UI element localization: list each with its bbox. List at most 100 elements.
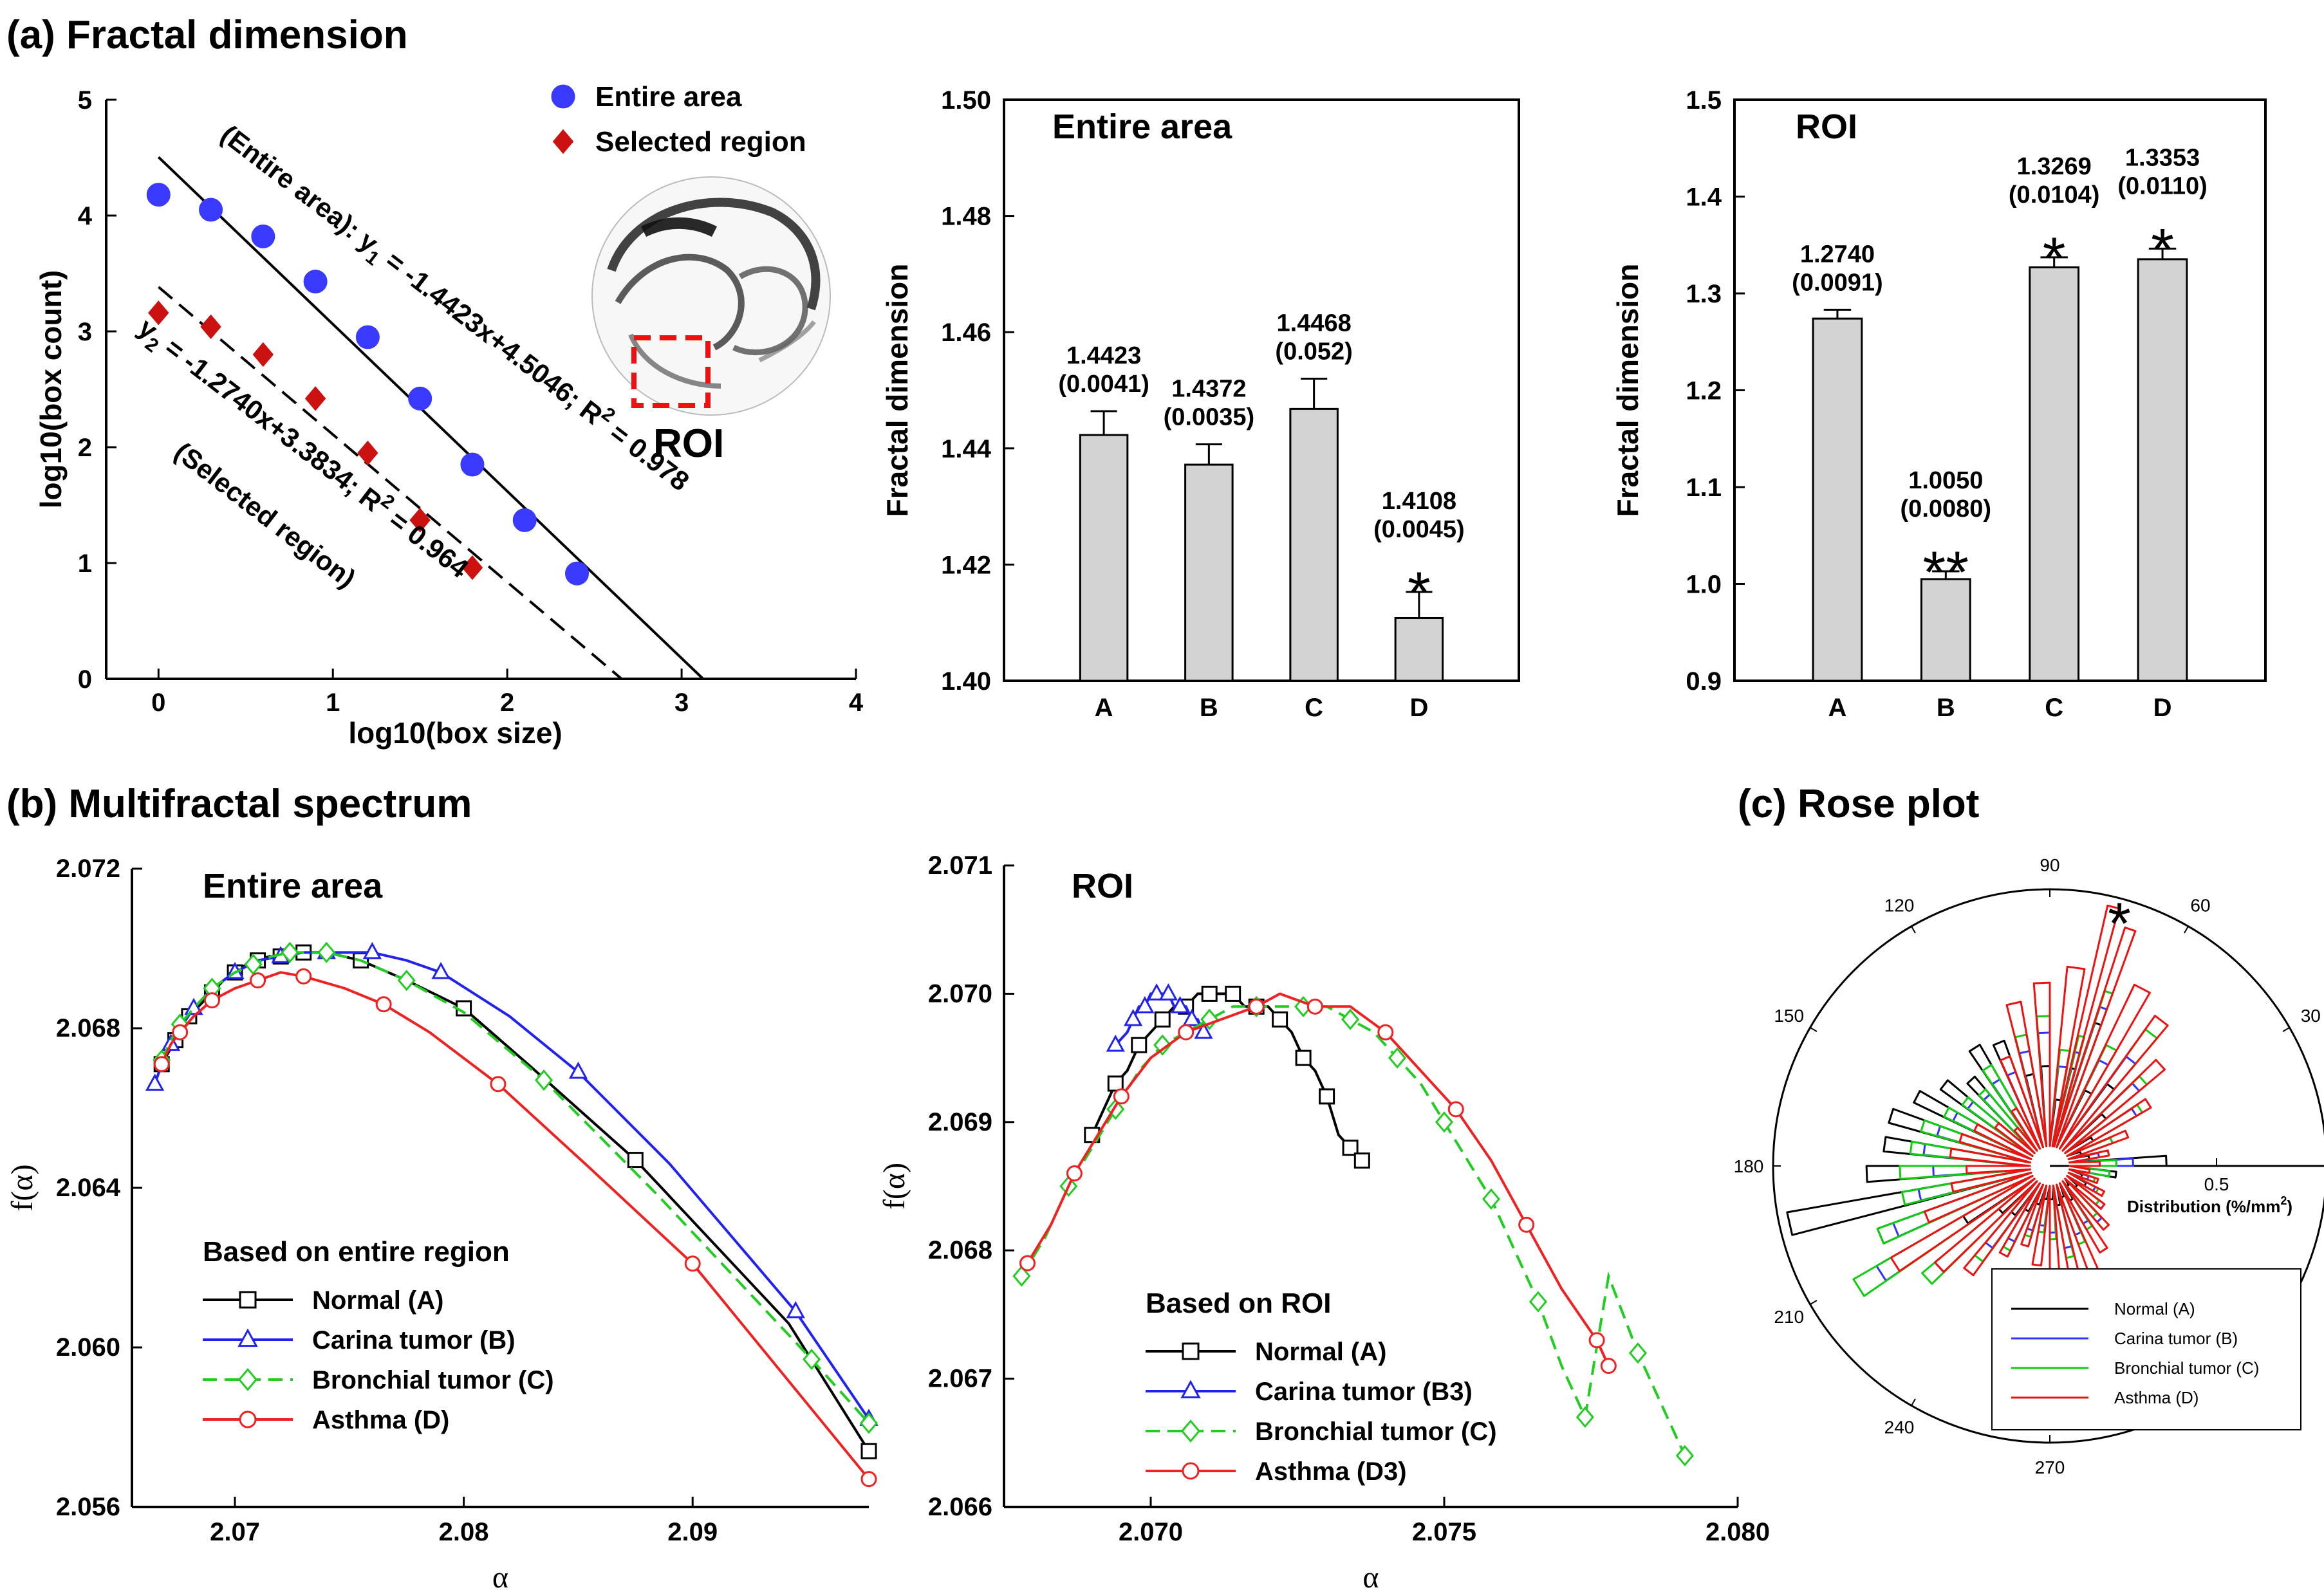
a2-bars: (0.0041)1.4423 (0.0035)1.4372 (0.052)1.446…	[1058, 310, 1465, 682]
a3-xtick-label: C	[2045, 694, 2063, 722]
b1-legend-marker	[237, 1368, 258, 1391]
b2-series-marker	[1194, 1021, 1213, 1039]
a2-axes: 1.40 1.42 1.44 1.46 1.48 1.50 Fractal dimensio…	[880, 86, 1520, 722]
b2-series-marker	[1353, 1152, 1370, 1169]
a1-fit-line	[157, 286, 623, 680]
a1-point	[199, 198, 223, 222]
chart-fd-roi: 0.9 1.0 1.1 1.2 1.3 1.4 1.5 Fractal dimension A B…	[1611, 86, 2267, 722]
a3-axes: 0.9 1.0 1.1 1.2 1.3 1.4 1.5 Fractal dimension A B…	[1611, 86, 2267, 722]
b2-series-marker	[1019, 1255, 1036, 1271]
a1-y-axis-label: log10(box count)	[34, 270, 68, 509]
c-legend-label: Normal (A)	[2114, 1299, 2195, 1318]
chart-box-counting: 0 1 2 3 4 0 1 2 3 4 5 log10(box size) log10(box coun…	[34, 81, 864, 750]
a3-ytick-label: 1.4	[1686, 183, 1722, 212]
a1-axes: 0 1 2 3 4 0 1 2 3 4 5 log10(box size) log10(box coun…	[34, 86, 864, 750]
b2-series-marker	[1628, 1342, 1648, 1364]
b2-legend-label: Carina tumor (B3)	[1255, 1378, 1473, 1406]
b1-series-marker	[250, 972, 266, 989]
b1-xtick-label: 2.07	[210, 1518, 260, 1546]
c-angle-tick-mark	[1911, 926, 1916, 934]
a1-points	[146, 183, 590, 586]
c-angle-tick-label: 210	[1774, 1307, 1804, 1327]
b1-ytick-label: 2.056	[56, 1493, 120, 1521]
b1-series-marker	[627, 1152, 644, 1169]
b1-series-marker	[184, 997, 203, 1015]
b2-series-line	[1026, 992, 1610, 1367]
b2-series-marker	[1178, 1024, 1195, 1040]
c-radial-axis-label: Distribution (%/mm2)	[2127, 1194, 2292, 1216]
a3-ytick-label: 1.2	[1686, 377, 1722, 405]
a1-ytick-label: 3	[78, 318, 92, 346]
a1-point	[565, 561, 590, 586]
panel-c-label: (c) Rose plot	[1738, 782, 1979, 826]
a2-ytick-label: 1.48	[941, 203, 991, 231]
b1-legend-marker	[239, 1410, 257, 1428]
c-angle-tick-label: 180	[1734, 1156, 1764, 1176]
b2-legend-marker	[1180, 1419, 1201, 1443]
a3-ytick-label: 1.3	[1686, 280, 1722, 308]
b1-series-marker	[203, 992, 220, 1009]
c-legend-label: Asthma (D)	[2114, 1388, 2199, 1407]
b2-series-marker	[1225, 985, 1241, 1002]
a2-bar	[1289, 407, 1339, 682]
a3-error-label: (0.0080)	[1901, 495, 1992, 522]
a2-error-label: (0.0035)	[1164, 403, 1255, 430]
b2-legend: Based on ROI Normal (A) Carina tumor (B3) B…	[1146, 1288, 1497, 1486]
b2-title: ROI	[1072, 867, 1133, 905]
a3-error-label: (0.0104)	[2009, 181, 2100, 208]
a2-xtick-label: C	[1305, 694, 1323, 722]
a2-y-axis-label: Fractal dimension	[880, 264, 914, 517]
a1-xtick-label: 4	[849, 689, 864, 717]
c-angle-tick-label: 270	[2035, 1457, 2065, 1477]
b1-y-axis-label: f(α)	[5, 1164, 39, 1211]
a1-point	[148, 300, 169, 326]
b2-series-marker	[1106, 1034, 1125, 1052]
b2-series-marker	[1576, 1406, 1594, 1428]
a2-title: Entire area	[1052, 107, 1232, 146]
b1-series-marker	[317, 941, 336, 963]
a1-ytick-label: 1	[78, 550, 92, 578]
b1-series-line	[160, 951, 870, 1425]
b2-series-marker	[1388, 1047, 1407, 1069]
a2-bar	[1079, 434, 1129, 682]
a3-bar	[1812, 317, 1863, 682]
b1-series-marker	[490, 1076, 507, 1093]
c-angle-tick-label: 240	[1884, 1417, 1915, 1437]
b1-series-marker	[362, 941, 382, 959]
b1-series-marker	[534, 1069, 553, 1091]
a3-ytick-label: 0.9	[1686, 667, 1722, 696]
b2-legend-marker	[1182, 1462, 1200, 1480]
a3-error-label: (0.0110)	[2117, 172, 2207, 199]
a1-point	[461, 555, 483, 580]
c-angle-tick-mark	[1911, 1398, 1916, 1406]
b1-series-marker	[684, 1255, 701, 1272]
b2-series-marker	[1153, 1034, 1172, 1056]
a3-significance: *	[2151, 217, 2174, 282]
c-angle-tick-mark	[1810, 1027, 1817, 1032]
a3-value-label: 1.3269	[2017, 153, 2092, 180]
a3-error-label: (0.0091)	[1792, 269, 1883, 296]
b2-legend-label: Normal (A)	[1255, 1338, 1386, 1366]
a1-ytick-label: 5	[78, 86, 92, 115]
a2-xtick-label: B	[1200, 694, 1218, 722]
a1-point	[200, 314, 221, 340]
a1-xtick-label: 3	[674, 689, 689, 717]
b2-series-marker	[1158, 983, 1178, 1001]
a1-legend: Entire area Selected region	[551, 81, 806, 158]
b2-series-marker	[1012, 1265, 1031, 1287]
c-angle-tick-mark	[1810, 1300, 1817, 1305]
b2-series-marker	[1131, 1037, 1148, 1053]
b1-series-marker	[803, 1348, 821, 1371]
b2-series-marker	[1341, 1008, 1360, 1030]
a3-bar	[1920, 578, 1971, 682]
b1-series-marker	[431, 961, 451, 979]
a1-point	[408, 386, 432, 411]
b2-series-marker	[1135, 996, 1155, 1013]
b2-legend-title: Based on ROI	[1146, 1288, 1332, 1319]
b2-ytick-label: 2.067	[928, 1365, 992, 1393]
b1-series-marker	[860, 1471, 877, 1488]
b1-ytick-label: 2.072	[56, 855, 120, 883]
b2-x-axis-label: α	[1362, 1560, 1379, 1590]
